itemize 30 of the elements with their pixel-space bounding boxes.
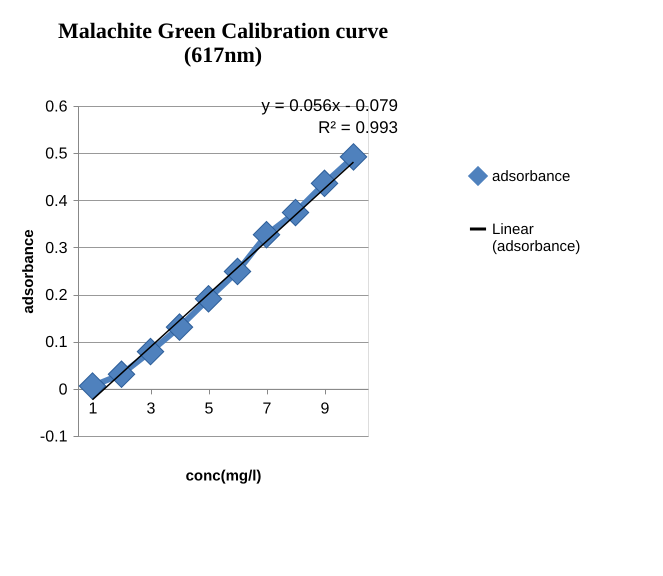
y-axis-title: adsorbance <box>20 229 37 314</box>
point <box>224 258 252 286</box>
y-tick-label: 0.3 <box>45 240 68 257</box>
point <box>108 360 136 388</box>
x-tick-label: 5 <box>204 400 214 418</box>
x-axis-title: conc(mg/l) <box>186 468 262 484</box>
y-tick-label: 0.1 <box>45 334 68 352</box>
y-tick-label: 0.5 <box>45 146 68 163</box>
point <box>78 372 106 400</box>
point <box>252 220 280 248</box>
y-tick-label: 0 <box>58 381 68 398</box>
annotation: R² = 0.993 <box>318 118 398 137</box>
point <box>194 285 222 313</box>
point <box>340 143 368 171</box>
x-tick-label: 9 <box>320 400 330 418</box>
x-tick-label: 7 <box>262 400 272 418</box>
y-tick-label: 0.4 <box>45 192 68 210</box>
point <box>136 338 164 366</box>
legend-label: adsorbance <box>492 168 570 185</box>
legend-label: Linear (adsorbance) <box>492 221 580 255</box>
chart-title: Malachite Green Calibration curve (617nm) <box>58 18 388 67</box>
point <box>282 198 310 226</box>
point <box>310 170 338 198</box>
y-tick-label: 0.6 <box>45 98 68 116</box>
x-tick-label: 1 <box>88 400 98 418</box>
y-tick-label: -0.1 <box>40 428 68 446</box>
y-tick-label: 0.2 <box>45 287 68 304</box>
x-tick-label: 3 <box>146 400 156 418</box>
point <box>166 313 194 341</box>
annotation: y = 0.056x - 0.079 <box>261 96 398 115</box>
